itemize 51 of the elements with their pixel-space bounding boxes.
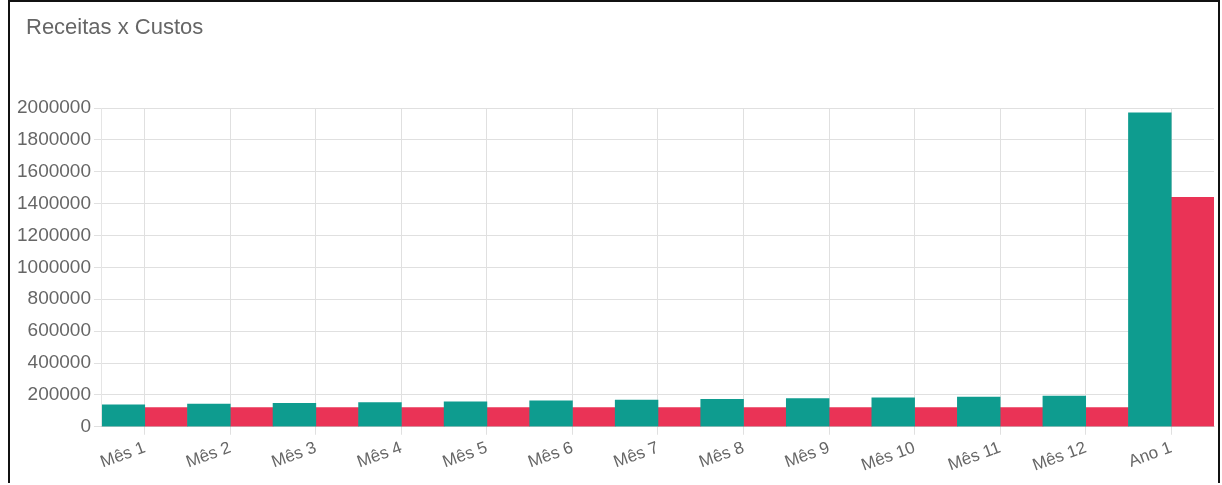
y-tick-label: 800000 bbox=[27, 287, 91, 309]
bar bbox=[957, 396, 1001, 427]
bar bbox=[914, 407, 958, 427]
bar bbox=[1042, 395, 1087, 427]
x-tick-label: Ano 1 bbox=[1125, 437, 1175, 471]
bar bbox=[229, 407, 274, 427]
y-tick-label: 200000 bbox=[27, 383, 91, 405]
y-tick-label: 1400000 bbox=[17, 191, 91, 213]
bar bbox=[828, 407, 873, 427]
bar bbox=[999, 407, 1044, 427]
x-tick-label: Mês 4 bbox=[354, 437, 405, 472]
y-tick-label: 600000 bbox=[27, 319, 91, 341]
bar bbox=[871, 397, 915, 427]
x-tick-label: Mês 2 bbox=[183, 437, 234, 472]
x-tick-label: Mês 3 bbox=[268, 437, 319, 472]
bar bbox=[657, 407, 702, 427]
y-tick-label: 400000 bbox=[27, 351, 91, 373]
bar bbox=[358, 402, 402, 427]
x-tick-label: Mês 1 bbox=[97, 437, 148, 472]
bar bbox=[443, 401, 488, 427]
bar bbox=[401, 407, 445, 427]
bar bbox=[272, 403, 317, 427]
x-tick-label: Mês 8 bbox=[696, 437, 747, 472]
bar bbox=[1128, 112, 1172, 427]
y-tick-label: 1000000 bbox=[17, 255, 91, 277]
bar bbox=[529, 400, 573, 427]
x-tick-label: Mês 6 bbox=[525, 437, 576, 472]
y-tick-label: 0 bbox=[80, 415, 91, 436]
x-tick-label: Mês 7 bbox=[610, 437, 661, 472]
bar bbox=[144, 407, 188, 427]
bar bbox=[315, 407, 359, 427]
bar bbox=[486, 407, 530, 427]
y-tick-label: 1600000 bbox=[17, 159, 91, 181]
bar bbox=[101, 404, 146, 427]
x-tick-label: Mês 5 bbox=[439, 437, 490, 472]
x-tick-label: Mês 10 bbox=[858, 437, 918, 475]
bar bbox=[700, 399, 744, 427]
bar bbox=[614, 399, 659, 427]
x-tick-label: Mês 9 bbox=[782, 437, 833, 472]
bar bbox=[743, 407, 787, 427]
y-tick-label: 1200000 bbox=[17, 223, 91, 245]
bar bbox=[187, 403, 231, 427]
chart-title: Receitas x Custos bbox=[26, 14, 204, 40]
bar bbox=[1170, 196, 1214, 427]
bar bbox=[1085, 407, 1129, 427]
x-tick-label: Mês 12 bbox=[1029, 437, 1089, 475]
y-tick-label: 2000000 bbox=[17, 96, 91, 118]
x-tick-label: Mês 11 bbox=[945, 437, 1004, 475]
y-tick-label: 1800000 bbox=[17, 128, 91, 150]
bar bbox=[785, 398, 830, 427]
bar bbox=[572, 407, 616, 427]
